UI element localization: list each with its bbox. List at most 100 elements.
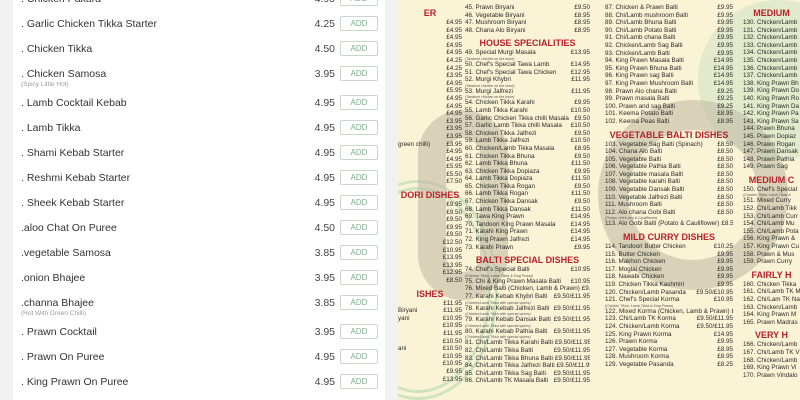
menu-entry: 47. Mushroom Biryani £8.95 (465, 19, 590, 27)
add-button[interactable]: ADD (340, 145, 378, 160)
menu-section-heading: VEGETABLE BALTI DISHES (609, 129, 729, 140)
add-button[interactable]: ADD (340, 295, 378, 310)
menu-entry: 117. Moglai Chicken £9.95 (605, 266, 733, 274)
menu-entry-price: £11.95 (443, 329, 462, 337)
add-button[interactable]: ADD (340, 41, 378, 56)
menu-entry-price: £7.50 (446, 178, 462, 186)
add-button[interactable]: ADD (340, 66, 378, 81)
menu-entry-price: £9.95 (717, 273, 733, 281)
menu-entry-name: 165. Prawn Madras (743, 318, 798, 326)
menu-entry-name: 166. Chicken/Lamb (743, 341, 798, 349)
menu-entry-name: 114. Tandoori Butter Chicken (605, 243, 686, 251)
menu-entry-price: £9.95 (717, 26, 733, 34)
menu-entry-price: £11.50 (571, 190, 590, 198)
menu-entry-name: 47. Mushroom Biryani (465, 19, 527, 27)
item-name: . Prawn Cocktail (21, 326, 97, 338)
item-price: 4.95 (314, 97, 335, 109)
menu-entry-name: 97. King Prawn Mushroom Balti (605, 79, 694, 87)
menu-item-note: (Chicken Tikka, Lamb Tikka & (743, 193, 791, 198)
add-button[interactable]: ADD (340, 270, 378, 285)
menu-entry: 89. Chi/Lamb Bhuna Balti £9.95 (605, 19, 733, 27)
add-button[interactable]: ADD (340, 195, 378, 210)
menu-entry-name: 127. Vegetable Korma (605, 345, 668, 353)
menu-entry-price: £3.95 (446, 140, 462, 148)
menu-entry-name: 123. Chi/Lamb TK Korma (605, 315, 676, 323)
add-button[interactable]: ADD (340, 374, 378, 389)
menu-entry-name: 83. Chi/Lamb Tikka Bhuna Balti (465, 354, 553, 362)
menu-item-row: . Shami Kebab Starter 4.95 ADD (13, 142, 385, 167)
menu-entry: 167. Chi/Lamb TK V (743, 349, 800, 357)
menu-entry-name: 147. Prawn Dansak (743, 148, 798, 156)
menu-entry-price: £10.95 (442, 360, 462, 368)
item-price: 3.95 (314, 68, 335, 80)
menu-entry-name: 156. King Prawn & (743, 235, 796, 243)
menu-entry-name: 75. Chi & King Prawn Masala Balti (465, 277, 561, 285)
menu-entry: £12.95 (398, 269, 462, 277)
item-price: 4.50 (314, 43, 335, 55)
menu-section-heading: MEDIUM C (748, 174, 795, 185)
menu-entry: 45. Prawn Biryani £9.50 (465, 4, 590, 12)
menu-entry-name: 162. Chi/Lam TK Na (743, 296, 800, 303)
menu-entry-price: £5.95 (446, 163, 462, 171)
menu-entry: £5.95 (398, 87, 462, 95)
item-name: . Lamb Tikka (21, 122, 81, 134)
menu-entry: £4.95 (398, 156, 462, 164)
menu-entry: 152. Chi/Lamb Tikk (743, 205, 800, 213)
menu-entry-name: green chilli) (398, 140, 431, 148)
menu-entry-name: 134. Chicken/Lamb (743, 49, 798, 57)
menu-entry-price: £14.95 (713, 57, 733, 65)
menu-entry-price: £8.95 (574, 26, 590, 34)
item-name: .vegetable Samosa (21, 247, 111, 259)
menu-entry: 75. Chi & King Prawn Masala Balti £10.95 (465, 278, 590, 286)
menu-entry: 134. Chicken/Lamb (743, 49, 800, 57)
add-button[interactable]: ADD (340, 245, 378, 260)
menu-entry-price: £9.25 (717, 102, 733, 110)
add-button[interactable]: ADD (340, 120, 378, 135)
item-price: 4.95 (314, 197, 335, 209)
menu-entry-price: £8.95 (717, 353, 733, 361)
menu-entry-name: 74. Chef's Special Balti (465, 266, 530, 274)
menu-item-note: (Chicken/Lamb Tikka with special spices) (465, 323, 531, 328)
menu-entry-price: £4.95 (446, 49, 462, 57)
add-button[interactable]: ADD (340, 95, 378, 110)
menu-entry-name: 155. Chi/Lamb Pota (743, 227, 799, 235)
add-button[interactable]: ADD (340, 349, 378, 364)
menu-entry-price: £11.95 (443, 307, 462, 315)
menu-entry: green chilli) £3.95 (398, 141, 462, 149)
menu-entry-price: £9.50/£10.95 (696, 288, 733, 296)
menu-entry: 93. Chicken/Lamb Balti £9.95 (605, 50, 733, 58)
menu-entry-name: 64. Lamb Tikka Dopiaza (465, 175, 533, 183)
add-button[interactable]: ADD (340, 0, 378, 6)
menu-entry: yani £10.95 (398, 315, 462, 323)
menu-entry-price: £14.95 (570, 228, 590, 236)
menu-entry: £9.95 (398, 368, 462, 376)
add-button[interactable]: ADD (340, 170, 378, 185)
menu-entry: 121. Chef's Special Korma £10.95 (605, 296, 733, 304)
menu-entry: 123. Chi/Lamb TK Korma £9.50/£11.95 (605, 315, 733, 323)
item-name: . Chicken Pakura (21, 0, 101, 5)
menu-entry: £4.25 (398, 57, 462, 65)
menu-item-row: .vegetable Samosa 3.85 ADD (13, 242, 385, 267)
menu-entry-name: 77. Karahi Kebab Khybri Balti (465, 293, 548, 300)
menu-entry-price: £9.50/£11.95 (554, 339, 590, 347)
item-price: 4.95 (315, 0, 335, 5)
menu-entry: 126. Prawn Korma £9.95 (605, 338, 733, 346)
menu-entry-name: 164. King Prawn M (743, 311, 797, 319)
menu-entry-name: 110. Vegetable Jalfrezi Balti (605, 193, 683, 201)
menu-entry-price: £9.95 (574, 243, 590, 251)
item-price: 3.95 (314, 272, 335, 284)
menu-entry: 98. Prawn Alo chana Balti £9.25 (605, 88, 733, 96)
menu-entry-name: 109. Vegetable Dansak Balti (605, 186, 685, 194)
menu-entry-price: £8.50 (717, 155, 733, 163)
add-button[interactable]: ADD (340, 220, 378, 235)
menu-entry: 91. Chi/Lamb chana Balti £9.95 (605, 34, 733, 42)
menu-entry-name: 88. Chi/Lamb mushroom Balti (605, 11, 688, 19)
add-button[interactable]: ADD (340, 324, 378, 339)
add-button[interactable]: ADD (340, 16, 378, 31)
menu-entry: £12.50 (398, 239, 462, 247)
menu-entry-name: 137. Chicken/Lamb (743, 72, 798, 80)
menu-entry: 168. Chicken/Lamb (743, 357, 800, 365)
menu-entry-name: 55. Lamb Tikka Karahi (465, 106, 528, 114)
menu-entry: 166. Chicken/Lamb (743, 341, 800, 349)
menu-entry-price: £10.50 (442, 337, 462, 345)
